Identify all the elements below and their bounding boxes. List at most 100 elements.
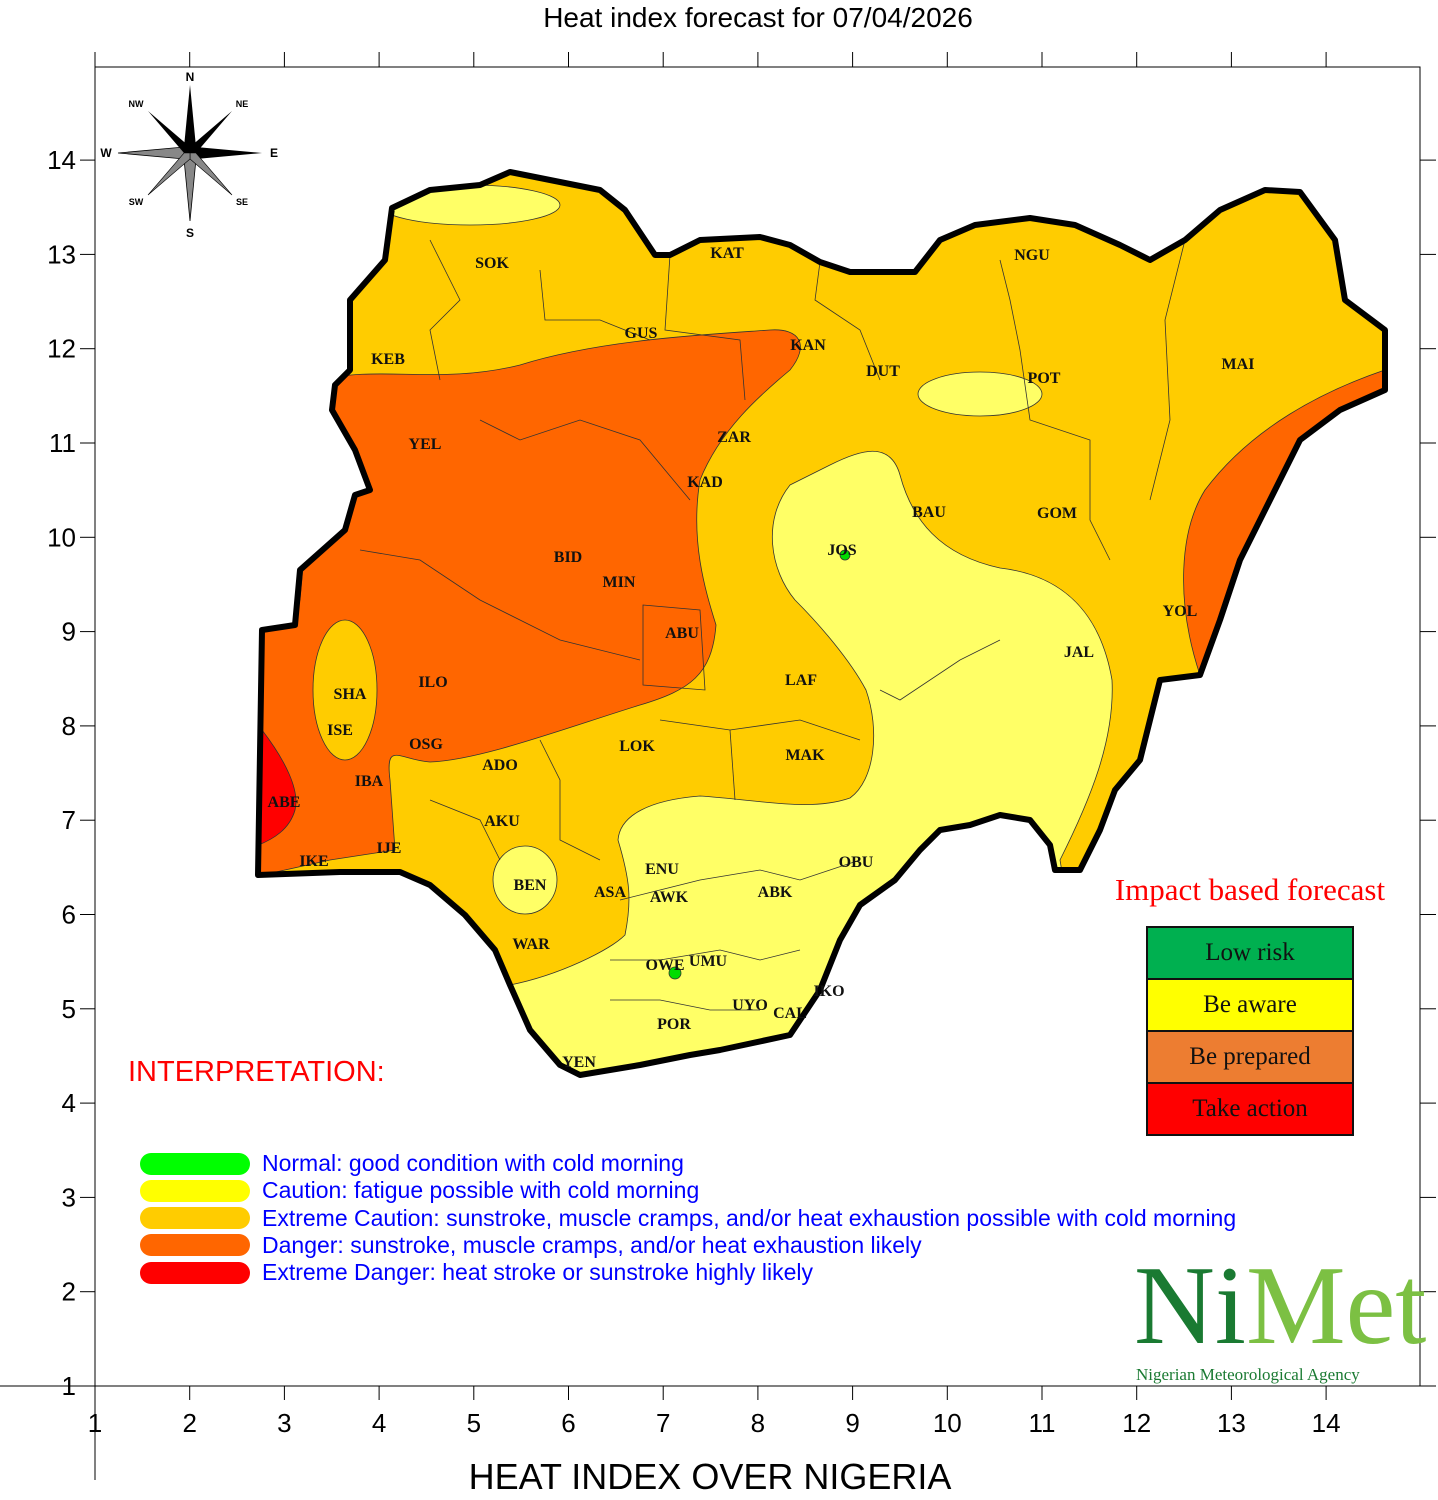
x-tick-label: 10 (933, 1408, 962, 1438)
zone-caution-pot (917, 371, 1043, 417)
state-label-aku: AKU (484, 813, 520, 830)
y-tick-label: 11 (49, 428, 76, 458)
compass-e: E (270, 146, 278, 160)
y-tick-label: 9 (62, 617, 76, 647)
state-label-mai: MAI (1222, 356, 1255, 373)
state-label-ngu: NGU (1014, 247, 1050, 264)
state-label-gom: GOM (1037, 505, 1077, 522)
state-label-dut: DUT (866, 363, 900, 380)
state-label-kat: KAT (710, 245, 744, 262)
compass-ne: NE (236, 99, 249, 109)
x-tick-label: 4 (372, 1408, 386, 1438)
compass-nw: NW (129, 99, 144, 109)
interpretation-item: Caution: fatigue possible with cold morn… (140, 1177, 699, 1204)
state-label-por: POR (657, 1016, 691, 1033)
state-label-yol: YOL (1163, 603, 1198, 620)
x-tick-label: 6 (561, 1408, 575, 1438)
compass-s: S (186, 226, 194, 240)
x-tick-label: 7 (656, 1408, 670, 1438)
impact-level: Be aware (1148, 980, 1352, 1032)
interpretation-item: Normal: good condition with cold morning (140, 1150, 684, 1177)
impact-legend: Low risk Be aware Be prepared Take action (1146, 926, 1354, 1136)
state-label-awk: AWK (650, 889, 689, 906)
state-label-zar: ZAR (717, 429, 751, 446)
zone-caution-sok (379, 184, 561, 226)
state-label-sok: SOK (475, 255, 509, 272)
interpretation-text: Normal: good condition with cold morning (262, 1150, 684, 1176)
state-label-min: MIN (603, 574, 636, 591)
state-label-ije: IJE (377, 840, 402, 857)
state-label-enu: ENU (645, 861, 679, 878)
state-label-sha: SHA (334, 686, 367, 703)
state-labels: SOK KAT NGU KEB GUS KAN DUT POT MAI YEL ZAR KAD BAU G… (268, 245, 1255, 1071)
compass-w: W (100, 146, 112, 160)
compass-rose-icon: N S E W NE NW SE SW (100, 70, 278, 240)
interpretation-heading: INTERPRETATION: (128, 1056, 385, 1088)
impact-legend-title: Impact based forecast (1114, 872, 1386, 907)
state-label-abu: ABU (665, 625, 699, 642)
impact-level: Take action (1148, 1084, 1352, 1134)
state-label-pot: POT (1028, 370, 1061, 387)
state-label-kad: KAD (687, 474, 723, 491)
compass-sw: SW (129, 197, 144, 207)
x-tick-label: 3 (277, 1408, 291, 1438)
interpretation-item: Danger: sunstroke, muscle cramps, and/or… (140, 1232, 922, 1259)
state-label-jos: JOS (827, 542, 856, 559)
state-label-owe: OWE (645, 957, 684, 974)
interpretation-swatch (140, 1234, 250, 1257)
interpretation-swatch (140, 1261, 250, 1284)
interpretation-item: Extreme Danger: heat stroke or sunstroke… (140, 1259, 813, 1286)
y-tick-label: 10 (47, 522, 76, 552)
interpretation-text: Danger: sunstroke, muscle cramps, and/or… (262, 1231, 922, 1258)
state-label-uyo: UYO (732, 997, 768, 1014)
interpretation-swatch (140, 1179, 250, 1202)
state-label-osg: OSG (409, 736, 443, 753)
state-label-bau: BAU (912, 504, 946, 521)
impact-level: Low risk (1148, 928, 1352, 980)
y-tick-label: 3 (62, 1182, 76, 1212)
y-tick-label: 4 (62, 1088, 76, 1118)
impact-level: Be prepared (1148, 1032, 1352, 1084)
state-label-cal: CAL (773, 1005, 807, 1022)
state-label-mak: MAK (785, 747, 825, 764)
map-title: Heat index forecast for 07/04/2026 (543, 2, 973, 33)
interpretation-text: Extreme Danger: heat stroke or sunstroke… (262, 1259, 813, 1286)
x-tick-label: 14 (1312, 1408, 1341, 1438)
y-tick-label: 6 (62, 900, 76, 930)
compass-se: SE (236, 197, 248, 207)
state-label-bid: BID (554, 549, 582, 566)
state-label-ilo: ILO (418, 674, 447, 691)
state-label-ike: IKE (299, 853, 328, 870)
interpretation-swatch (140, 1207, 250, 1230)
x-tick-label: 5 (467, 1408, 481, 1438)
y-tick-label: 7 (62, 805, 76, 835)
compass-n: N (186, 70, 195, 84)
y-tick-label: 5 (62, 994, 76, 1024)
x-tick-label: 11 (1029, 1408, 1056, 1438)
state-label-jal: JAL (1064, 644, 1094, 661)
state-label-ben: BEN (514, 877, 547, 894)
x-tick-label: 9 (845, 1408, 859, 1438)
map-xlabel: HEAT INDEX OVER NIGERIA (468, 1456, 952, 1497)
y-tick-label: 13 (47, 239, 76, 269)
state-label-asa: ASA (594, 884, 626, 901)
interpretation-text: Extreme Caution: sunstroke, muscle cramp… (262, 1204, 1237, 1231)
zone-caution-ben (492, 845, 558, 915)
state-label-obu: OBU (839, 854, 874, 871)
state-label-war: WAR (512, 936, 550, 953)
state-label-iba: IBA (355, 773, 384, 790)
state-label-keb: KEB (371, 351, 405, 368)
state-label-kan: KAN (790, 337, 826, 354)
y-tick-label: 2 (62, 1277, 76, 1307)
nimet-logo: NiMet Nigerian Meteorological Agency (1134, 1244, 1427, 1384)
x-tick-label: 2 (182, 1408, 196, 1438)
state-label-umu: UMU (689, 953, 728, 970)
zone-caution-sha (312, 619, 378, 761)
state-label-ado: ADO (482, 757, 518, 774)
state-label-lok: LOK (619, 738, 655, 755)
zone-danger-west (258, 329, 801, 881)
interpretation-text: Caution: fatigue possible with cold morn… (262, 1177, 700, 1204)
interpretation-item: Extreme Caution: sunstroke, muscle cramp… (140, 1205, 1236, 1232)
state-label-abk: ABK (758, 884, 793, 901)
